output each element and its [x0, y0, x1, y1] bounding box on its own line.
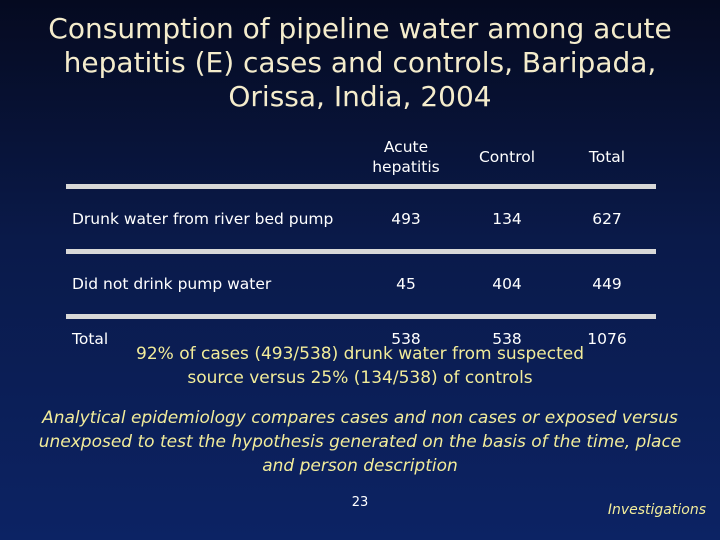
table-row: Did not drink pump water 45 404 449 [66, 251, 656, 319]
footer-label: Investigations [607, 502, 706, 518]
row-label: Did not drink pump water [66, 251, 356, 319]
row-label: Total [72, 330, 109, 348]
table-row: Drunk water from river bed pump 493 134 … [66, 186, 656, 254]
total-value: 449 [558, 251, 656, 319]
control-value: 404 [456, 251, 558, 319]
header-acute-hepatitis: Acute hepatitis [356, 130, 456, 189]
page-number: 23 [351, 495, 369, 510]
acute-value: 538 [391, 330, 421, 348]
acute-value: 45 [356, 251, 456, 319]
control-value: 134 [456, 186, 558, 254]
analytic-note: Analytical epidemiology compares cases a… [38, 408, 682, 476]
slide-title: Consumption of pipeline water among acut… [48, 12, 672, 113]
acute-value: 493 [356, 186, 456, 254]
data-table: Acute hepatitis Control Total Drunk wate… [66, 130, 656, 354]
table-row-total: Total 538 538 1076 [66, 317, 656, 355]
summary-text: 92% of cases (493/538) drunk water from … [136, 344, 584, 388]
header-control: Control [456, 130, 558, 189]
total-value: 1076 [587, 330, 627, 348]
table-header-row: Acute hepatitis Control Total [66, 130, 656, 189]
row-label: Drunk water from river bed pump [66, 186, 356, 254]
total-value: 627 [558, 186, 656, 254]
header-total: Total [558, 130, 656, 189]
header-empty-cell [66, 130, 356, 189]
control-value: 538 [492, 330, 522, 348]
